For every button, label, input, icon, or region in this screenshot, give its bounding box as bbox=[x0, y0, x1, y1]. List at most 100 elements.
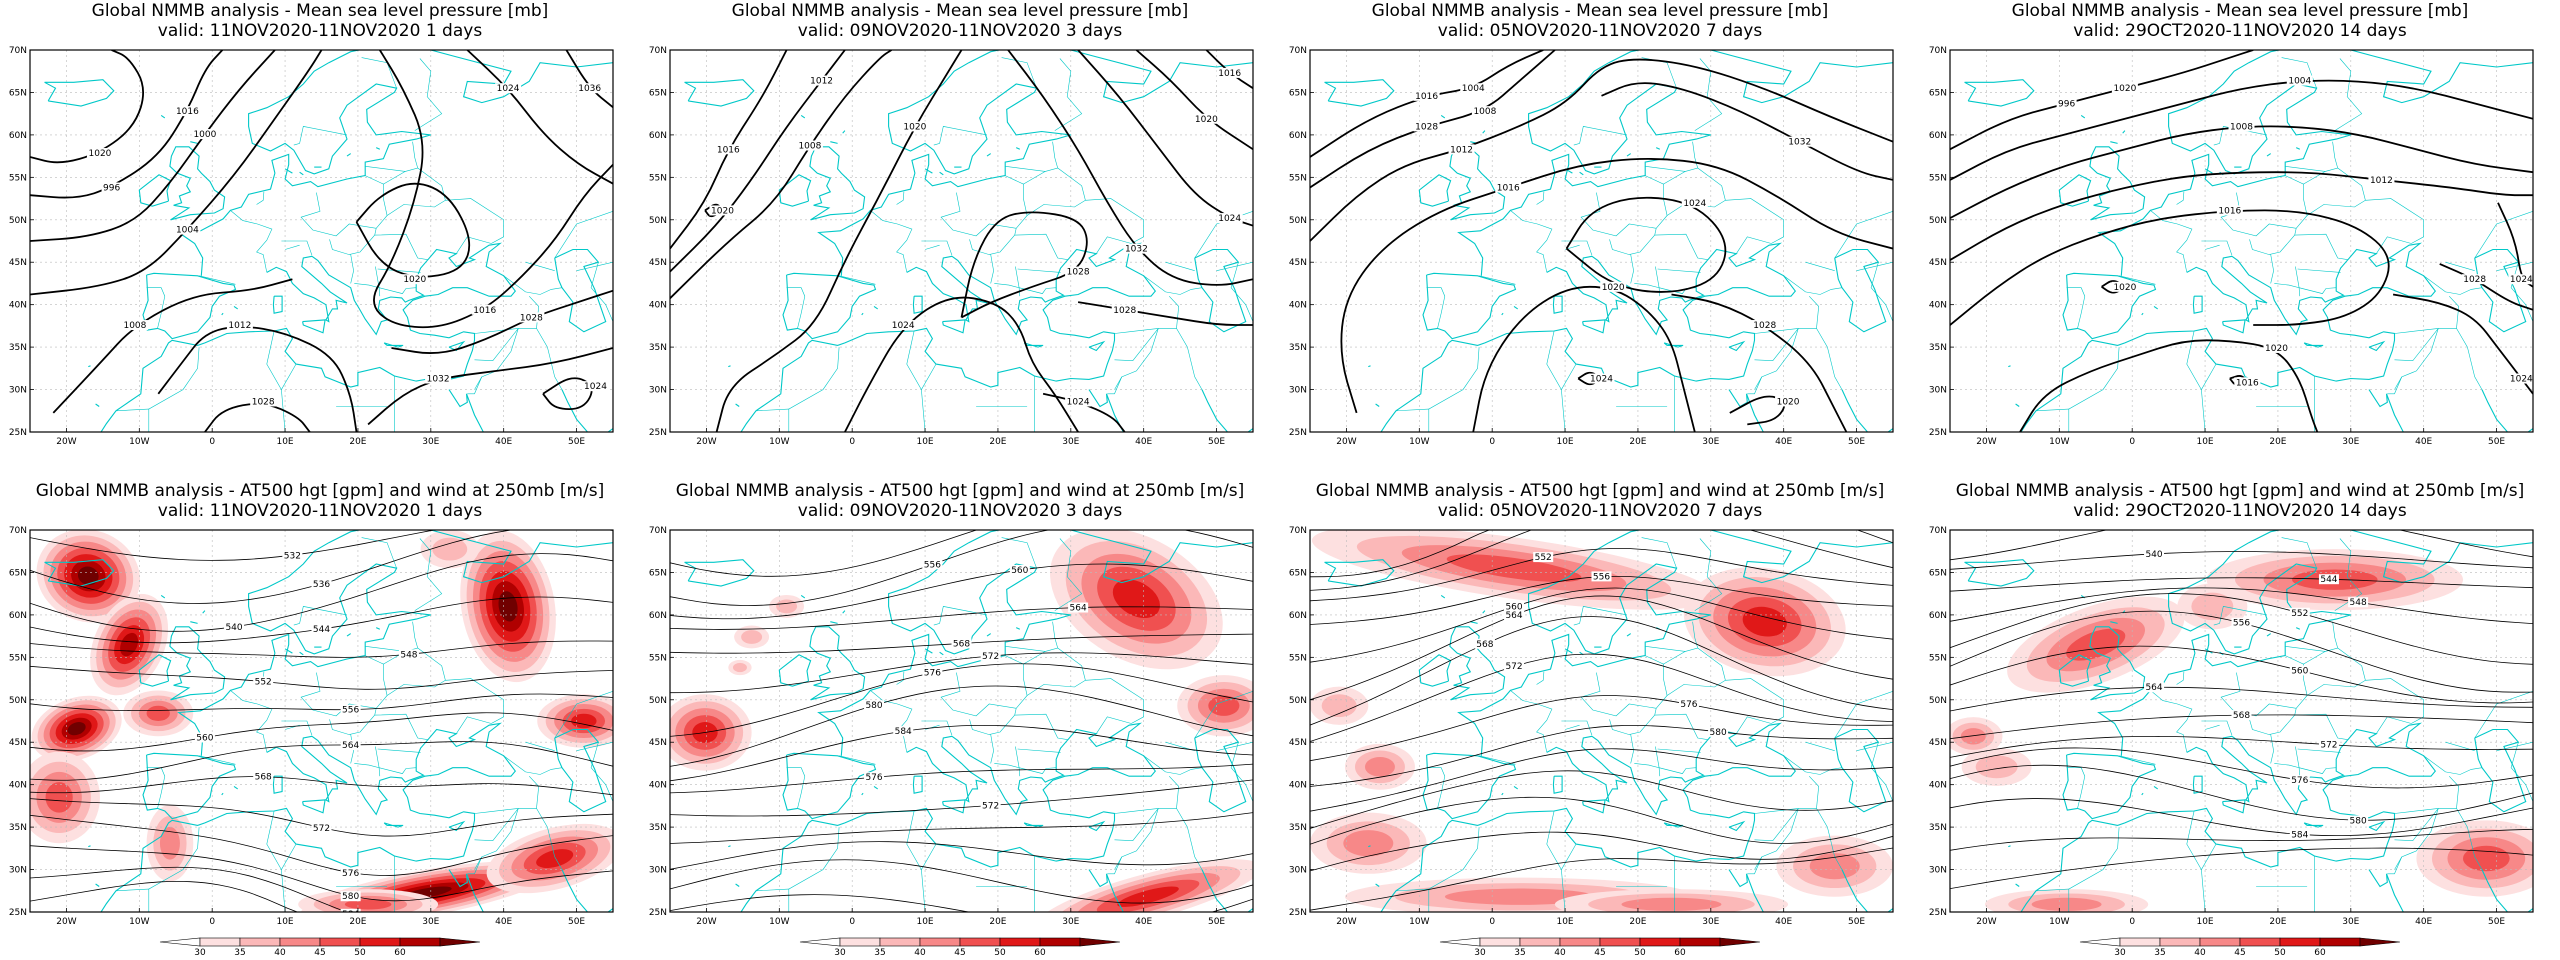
country-border bbox=[906, 810, 922, 870]
contour-line bbox=[30, 866, 349, 912]
contour-label: 1028 bbox=[1753, 321, 1776, 331]
isobars: 9929961000100410081012101610201024102810… bbox=[30, 50, 613, 432]
contour-line bbox=[1310, 58, 1893, 242]
coastline bbox=[1728, 869, 1764, 912]
island bbox=[2266, 633, 2272, 637]
lat-tick-label: 65N bbox=[1929, 88, 1947, 98]
country-border bbox=[1736, 716, 1772, 734]
lat-tick-label: 60N bbox=[649, 131, 667, 141]
country-border bbox=[281, 720, 313, 736]
country-border bbox=[1565, 724, 1580, 730]
lon-tick-label: 40E bbox=[1775, 437, 1792, 447]
contour-label-bg bbox=[1068, 602, 1089, 613]
contour-label-bg bbox=[1679, 517, 1699, 527]
country-border bbox=[1783, 275, 1843, 295]
country-border bbox=[474, 775, 540, 814]
coastline bbox=[809, 626, 866, 701]
country-border bbox=[1663, 141, 1699, 185]
contour-label: 580 bbox=[2350, 816, 2367, 826]
lon-tick-label: 40E bbox=[1135, 437, 1152, 447]
lon-tick-label: 10E bbox=[1556, 917, 1573, 927]
contour-label: 1032 bbox=[427, 375, 450, 385]
contour-label-bg bbox=[253, 676, 274, 687]
contour-label-bg bbox=[980, 800, 1001, 811]
map-plot: 996 1004 1008 1012 1016 1020 1024 1028 1024 1020 1… bbox=[1929, 46, 2534, 447]
colorbar-tick-label: 45 bbox=[1594, 948, 1605, 958]
country-border bbox=[1026, 198, 1144, 244]
contour-line bbox=[1601, 82, 1893, 181]
country-border bbox=[1816, 808, 1843, 870]
country-border bbox=[2270, 254, 2274, 284]
contour-line bbox=[670, 50, 846, 273]
contour-line bbox=[1310, 724, 1893, 787]
contour-label: 1012 bbox=[1450, 145, 1473, 155]
coastline bbox=[142, 272, 237, 340]
coastline bbox=[782, 272, 877, 340]
coastline bbox=[2097, 614, 2351, 756]
coastline bbox=[684, 559, 755, 587]
island bbox=[1626, 153, 1632, 157]
lon-tick-label: 40E bbox=[2415, 437, 2432, 447]
lon-tick-label: 20W bbox=[1976, 437, 1996, 447]
hgt-wind-panel-2: Global NMMB analysis - AT500 hgt [gpm] a… bbox=[640, 480, 1280, 960]
coastline bbox=[2303, 342, 2324, 348]
contour-label: 1020 bbox=[903, 122, 926, 132]
coastline bbox=[177, 134, 431, 276]
lon-tick-label: 10W bbox=[769, 437, 789, 447]
coastline bbox=[138, 174, 172, 207]
country-border bbox=[1816, 328, 1843, 390]
wind-shade bbox=[77, 566, 99, 586]
colorbar-segment bbox=[1679, 937, 1721, 947]
contour-label: 1012 bbox=[810, 77, 833, 87]
coastline bbox=[817, 614, 1071, 756]
island bbox=[160, 594, 166, 599]
contour-line bbox=[1950, 125, 2533, 219]
lat-tick-label: 40N bbox=[649, 301, 667, 311]
country-border bbox=[2035, 888, 2069, 892]
country-border bbox=[2186, 810, 2202, 870]
lat-tick-label: 25N bbox=[9, 428, 27, 438]
island bbox=[375, 627, 381, 630]
contour-label: 1020 bbox=[1195, 115, 1218, 125]
lon-tick-label: 20W bbox=[696, 917, 716, 927]
hgt-wind-panel-1: Global NMMB analysis - AT500 hgt [gpm] a… bbox=[0, 480, 640, 960]
country-border bbox=[1864, 436, 1897, 451]
lat-tick-label: 35N bbox=[1929, 823, 1947, 833]
contour-label: 1020 bbox=[89, 149, 112, 159]
colorbar-segment bbox=[999, 937, 1041, 947]
country-border bbox=[1694, 58, 1723, 131]
coastline bbox=[1380, 242, 1797, 432]
coastline bbox=[888, 50, 1253, 175]
contour-line bbox=[30, 665, 613, 690]
contour-label: 1012 bbox=[2370, 176, 2393, 186]
colorbar-segment bbox=[1599, 937, 1641, 947]
contour-label: 552 bbox=[255, 678, 272, 688]
lon-tick-label: 50E bbox=[1848, 437, 1865, 447]
country-border bbox=[590, 742, 613, 802]
wind-shade bbox=[2031, 897, 2102, 911]
country-border bbox=[456, 716, 492, 734]
coastline bbox=[448, 389, 484, 432]
wind-shade bbox=[1446, 554, 1582, 583]
coastline bbox=[906, 255, 988, 323]
country-border bbox=[2303, 141, 2339, 185]
contour-label: 556 bbox=[2233, 619, 2250, 629]
contour-label-bg bbox=[922, 559, 943, 570]
country-border bbox=[1697, 167, 1726, 201]
country-border bbox=[386, 678, 504, 724]
lat-tick-label: 70N bbox=[9, 46, 27, 56]
country-border bbox=[1114, 328, 1159, 362]
coastline bbox=[448, 340, 466, 352]
colorbar-tick-label: 50 bbox=[994, 948, 1006, 958]
coastline bbox=[169, 146, 226, 221]
lon-tick-label: 50E bbox=[2488, 917, 2505, 927]
country-border bbox=[256, 191, 265, 205]
country-border bbox=[199, 275, 236, 285]
contour-line bbox=[1950, 747, 2533, 789]
country-border bbox=[1230, 742, 1253, 802]
island bbox=[2295, 147, 2301, 150]
island bbox=[233, 785, 239, 790]
colorbar-segment bbox=[879, 937, 921, 947]
contour-label-bg bbox=[340, 891, 361, 902]
lat-tick-label: 60N bbox=[9, 611, 27, 621]
